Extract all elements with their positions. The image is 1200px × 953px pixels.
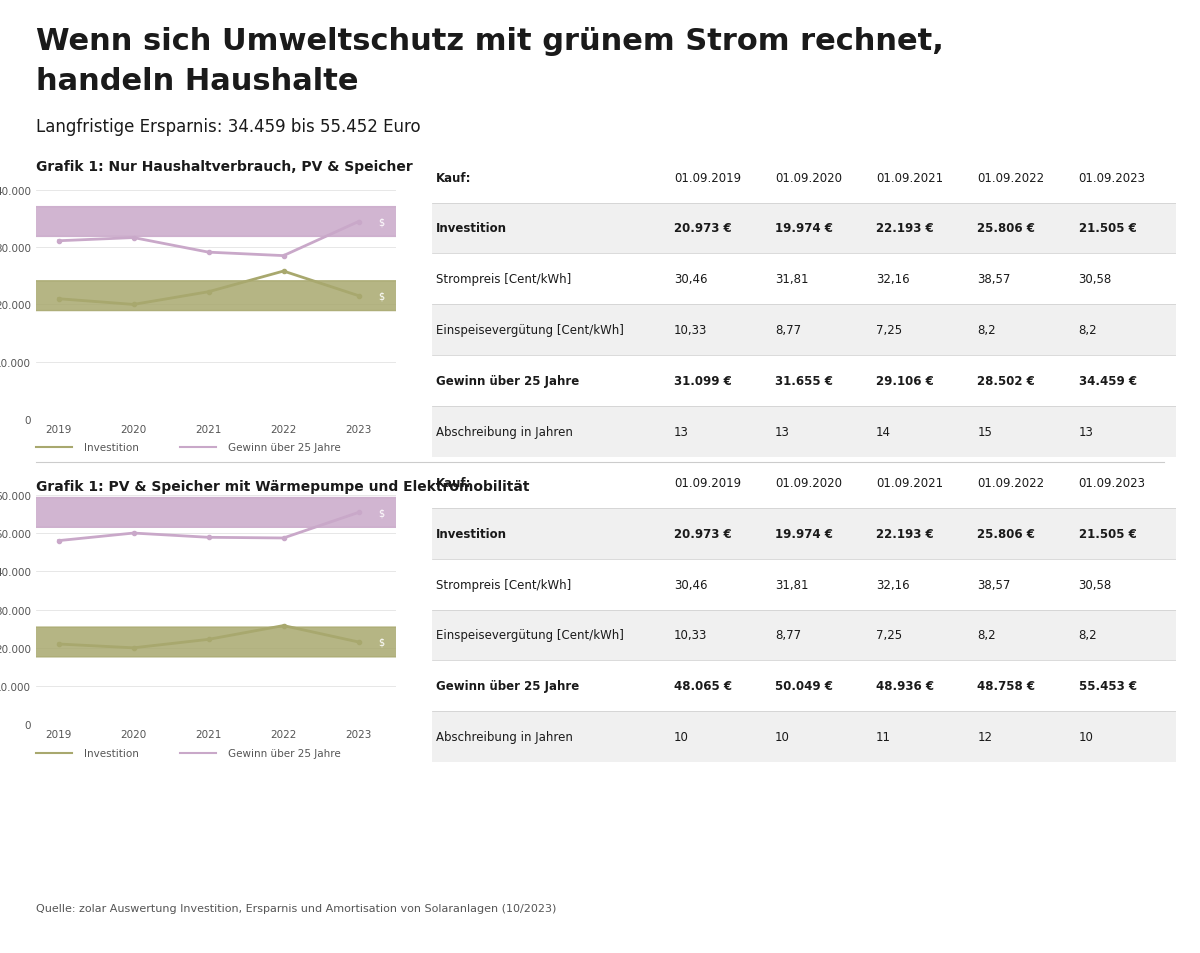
Text: 01.09.2020: 01.09.2020 bbox=[775, 172, 842, 184]
Circle shape bbox=[0, 498, 1200, 528]
Text: Investition: Investition bbox=[436, 527, 506, 540]
Text: 20.973 €: 20.973 € bbox=[674, 527, 732, 540]
Text: 21.505 €: 21.505 € bbox=[1079, 222, 1136, 235]
Text: 19.974 €: 19.974 € bbox=[775, 222, 833, 235]
Text: 13: 13 bbox=[775, 426, 790, 438]
Text: Grafik 1: PV & Speicher mit Wärmepumpe und Elektromobilität: Grafik 1: PV & Speicher mit Wärmepumpe u… bbox=[36, 479, 529, 493]
Text: $: $ bbox=[378, 638, 384, 647]
Text: 01.09.2022: 01.09.2022 bbox=[977, 172, 1044, 184]
Text: 01.09.2019: 01.09.2019 bbox=[674, 172, 740, 184]
Text: Kauf:: Kauf: bbox=[436, 476, 472, 489]
Text: 10,33: 10,33 bbox=[674, 324, 707, 336]
Text: $: $ bbox=[378, 508, 384, 517]
Text: Gewinn über 25 Jahre: Gewinn über 25 Jahre bbox=[228, 748, 341, 758]
Text: 8,2: 8,2 bbox=[1079, 324, 1097, 336]
Text: 14: 14 bbox=[876, 426, 892, 438]
Text: Investition: Investition bbox=[84, 443, 139, 453]
Text: 31.099 €: 31.099 € bbox=[674, 375, 732, 388]
Text: 30,46: 30,46 bbox=[674, 578, 707, 591]
Text: 38,57: 38,57 bbox=[977, 274, 1010, 286]
Text: 31,81: 31,81 bbox=[775, 578, 809, 591]
FancyBboxPatch shape bbox=[432, 610, 1176, 660]
Text: 12: 12 bbox=[977, 731, 992, 743]
Text: 7,25: 7,25 bbox=[876, 629, 902, 641]
Text: 20.973 €: 20.973 € bbox=[674, 222, 732, 235]
Text: 01.09.2021: 01.09.2021 bbox=[876, 172, 943, 184]
Text: 34.459 €: 34.459 € bbox=[1079, 375, 1136, 388]
Text: 30,58: 30,58 bbox=[1079, 274, 1111, 286]
Text: 10: 10 bbox=[1079, 731, 1093, 743]
Text: 31,81: 31,81 bbox=[775, 274, 809, 286]
Circle shape bbox=[0, 627, 1200, 658]
Text: 8,77: 8,77 bbox=[775, 629, 802, 641]
Text: 48.758 €: 48.758 € bbox=[977, 679, 1036, 693]
Text: Einspeisevergütung [Cent/kWh]: Einspeisevergütung [Cent/kWh] bbox=[436, 324, 624, 336]
Text: 01.09.2022: 01.09.2022 bbox=[977, 476, 1044, 489]
Text: 10: 10 bbox=[674, 731, 689, 743]
Text: 28.502 €: 28.502 € bbox=[977, 375, 1036, 388]
Text: 31.655 €: 31.655 € bbox=[775, 375, 833, 388]
Text: 8,2: 8,2 bbox=[977, 629, 996, 641]
Text: Gewinn über 25 Jahre: Gewinn über 25 Jahre bbox=[228, 443, 341, 453]
Text: Langfristige Ersparnis: 34.459 bis 55.452 Euro: Langfristige Ersparnis: 34.459 bis 55.45… bbox=[36, 118, 421, 136]
Text: Abschreibung in Jahren: Abschreibung in Jahren bbox=[436, 731, 572, 743]
Text: Quelle: zolar Auswertung Investition, Ersparnis und Amortisation von Solaranlage: Quelle: zolar Auswertung Investition, Er… bbox=[36, 903, 557, 913]
Text: 15: 15 bbox=[977, 426, 992, 438]
Text: 13: 13 bbox=[674, 426, 689, 438]
Text: 32,16: 32,16 bbox=[876, 274, 910, 286]
Text: 50.049 €: 50.049 € bbox=[775, 679, 833, 693]
Text: 48.065 €: 48.065 € bbox=[674, 679, 732, 693]
FancyBboxPatch shape bbox=[432, 203, 1176, 254]
Text: 21.505 €: 21.505 € bbox=[1079, 527, 1136, 540]
Text: 29.106 €: 29.106 € bbox=[876, 375, 934, 388]
Text: 25.806 €: 25.806 € bbox=[977, 222, 1036, 235]
Text: 11: 11 bbox=[876, 731, 892, 743]
Text: 10,33: 10,33 bbox=[674, 629, 707, 641]
Text: Gewinn über 25 Jahre: Gewinn über 25 Jahre bbox=[436, 679, 578, 693]
Text: 25.806 €: 25.806 € bbox=[977, 527, 1036, 540]
Text: Gewinn über 25 Jahre: Gewinn über 25 Jahre bbox=[436, 375, 578, 388]
Text: Grafik 1: Nur Haushaltverbrauch, PV & Speicher: Grafik 1: Nur Haushaltverbrauch, PV & Sp… bbox=[36, 160, 413, 173]
Text: Abschreibung in Jahren: Abschreibung in Jahren bbox=[436, 426, 572, 438]
Text: 01.09.2020: 01.09.2020 bbox=[775, 476, 842, 489]
Text: Strompreis [Cent/kWh]: Strompreis [Cent/kWh] bbox=[436, 578, 571, 591]
Text: 38,57: 38,57 bbox=[977, 578, 1010, 591]
Text: 8,77: 8,77 bbox=[775, 324, 802, 336]
Text: 01.09.2019: 01.09.2019 bbox=[674, 476, 740, 489]
Text: 01.09.2023: 01.09.2023 bbox=[1079, 476, 1146, 489]
Text: 22.193 €: 22.193 € bbox=[876, 222, 934, 235]
Text: 55.453 €: 55.453 € bbox=[1079, 679, 1136, 693]
Text: 8,2: 8,2 bbox=[1079, 629, 1097, 641]
Text: 30,46: 30,46 bbox=[674, 274, 707, 286]
Text: 22.193 €: 22.193 € bbox=[876, 527, 934, 540]
Text: $: $ bbox=[378, 292, 384, 301]
FancyBboxPatch shape bbox=[432, 508, 1176, 559]
FancyBboxPatch shape bbox=[432, 407, 1176, 457]
Text: 01.09.2023: 01.09.2023 bbox=[1079, 172, 1146, 184]
Text: 13: 13 bbox=[1079, 426, 1093, 438]
Text: 19.974 €: 19.974 € bbox=[775, 527, 833, 540]
Text: Investition: Investition bbox=[84, 748, 139, 758]
FancyBboxPatch shape bbox=[432, 305, 1176, 355]
Text: Einspeisevergütung [Cent/kWh]: Einspeisevergütung [Cent/kWh] bbox=[436, 629, 624, 641]
Text: 32,16: 32,16 bbox=[876, 578, 910, 591]
Text: 10: 10 bbox=[775, 731, 790, 743]
Text: $: $ bbox=[378, 217, 384, 227]
Text: 01.09.2021: 01.09.2021 bbox=[876, 476, 943, 489]
Text: Kauf:: Kauf: bbox=[436, 172, 472, 184]
Text: Strompreis [Cent/kWh]: Strompreis [Cent/kWh] bbox=[436, 274, 571, 286]
Text: 8,2: 8,2 bbox=[977, 324, 996, 336]
Text: 30,58: 30,58 bbox=[1079, 578, 1111, 591]
Text: 7,25: 7,25 bbox=[876, 324, 902, 336]
Text: handeln Haushalte: handeln Haushalte bbox=[36, 67, 359, 95]
FancyBboxPatch shape bbox=[432, 712, 1176, 762]
Text: Wenn sich Umweltschutz mit grünem Strom rechnet,: Wenn sich Umweltschutz mit grünem Strom … bbox=[36, 27, 944, 55]
Circle shape bbox=[0, 208, 1200, 237]
Circle shape bbox=[0, 281, 1200, 312]
Text: Investition: Investition bbox=[436, 222, 506, 235]
Text: 48.936 €: 48.936 € bbox=[876, 679, 934, 693]
